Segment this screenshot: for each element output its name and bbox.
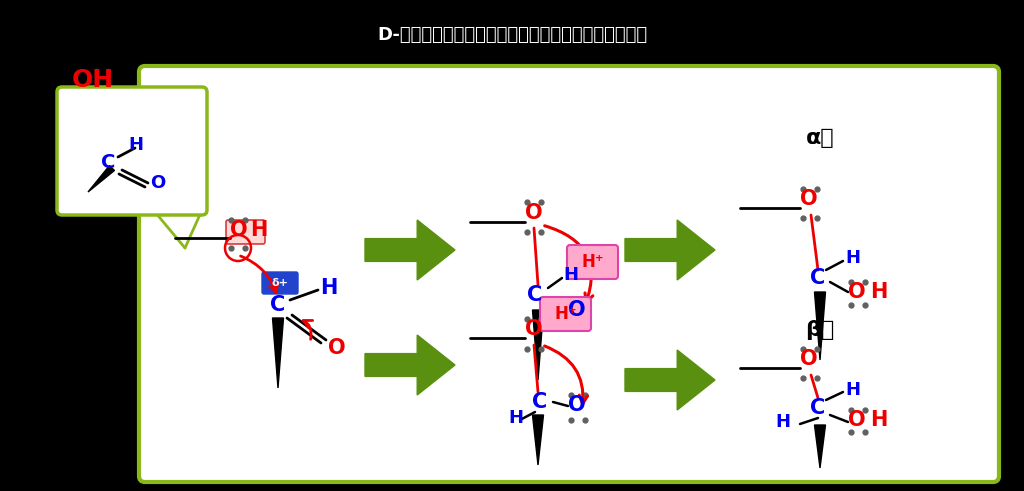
Text: H⁺: H⁺ [555,305,578,323]
Text: C: C [810,398,825,418]
Text: H: H [508,409,523,427]
Text: C: C [270,295,286,315]
Text: C: C [100,153,115,171]
FancyBboxPatch shape [262,272,298,294]
Text: O: O [848,282,865,302]
Text: C: C [532,392,548,412]
Text: δ+: δ+ [271,278,289,288]
Polygon shape [814,292,825,360]
Text: α体: α体 [806,128,835,148]
Polygon shape [365,335,455,395]
Text: C: C [810,268,825,288]
Text: OH: OH [72,68,114,92]
Polygon shape [814,425,825,468]
Text: H: H [319,278,337,298]
Text: D-グルコースの分子内へミアセタール形成メカニズム: D-グルコースの分子内へミアセタール形成メカニズム [377,26,647,44]
FancyBboxPatch shape [226,220,265,244]
Polygon shape [625,220,715,280]
Text: O: O [328,338,346,358]
Polygon shape [365,220,455,280]
Text: O: O [568,300,586,320]
Text: O: O [848,410,865,430]
Text: O: O [800,349,817,369]
FancyBboxPatch shape [567,245,618,279]
Polygon shape [532,310,544,380]
Text: H⁺: H⁺ [582,253,604,271]
Polygon shape [272,318,284,388]
FancyBboxPatch shape [540,297,591,331]
Text: H: H [563,266,578,284]
Text: H: H [128,136,143,154]
Text: C: C [527,285,543,305]
Text: O: O [800,189,817,209]
Text: O: O [568,395,586,415]
Polygon shape [88,165,115,192]
Text: H: H [775,413,790,431]
Text: H: H [250,220,267,240]
Text: O: O [150,174,165,192]
Polygon shape [532,415,544,465]
FancyBboxPatch shape [57,87,207,215]
Text: O: O [525,203,543,223]
Text: β体: β体 [805,320,835,340]
Text: H: H [870,410,888,430]
Text: H: H [845,381,860,399]
Text: H: H [870,282,888,302]
Text: O: O [525,319,543,339]
Text: H: H [845,249,860,267]
Text: O: O [230,220,248,240]
FancyBboxPatch shape [139,66,999,482]
Polygon shape [625,350,715,410]
